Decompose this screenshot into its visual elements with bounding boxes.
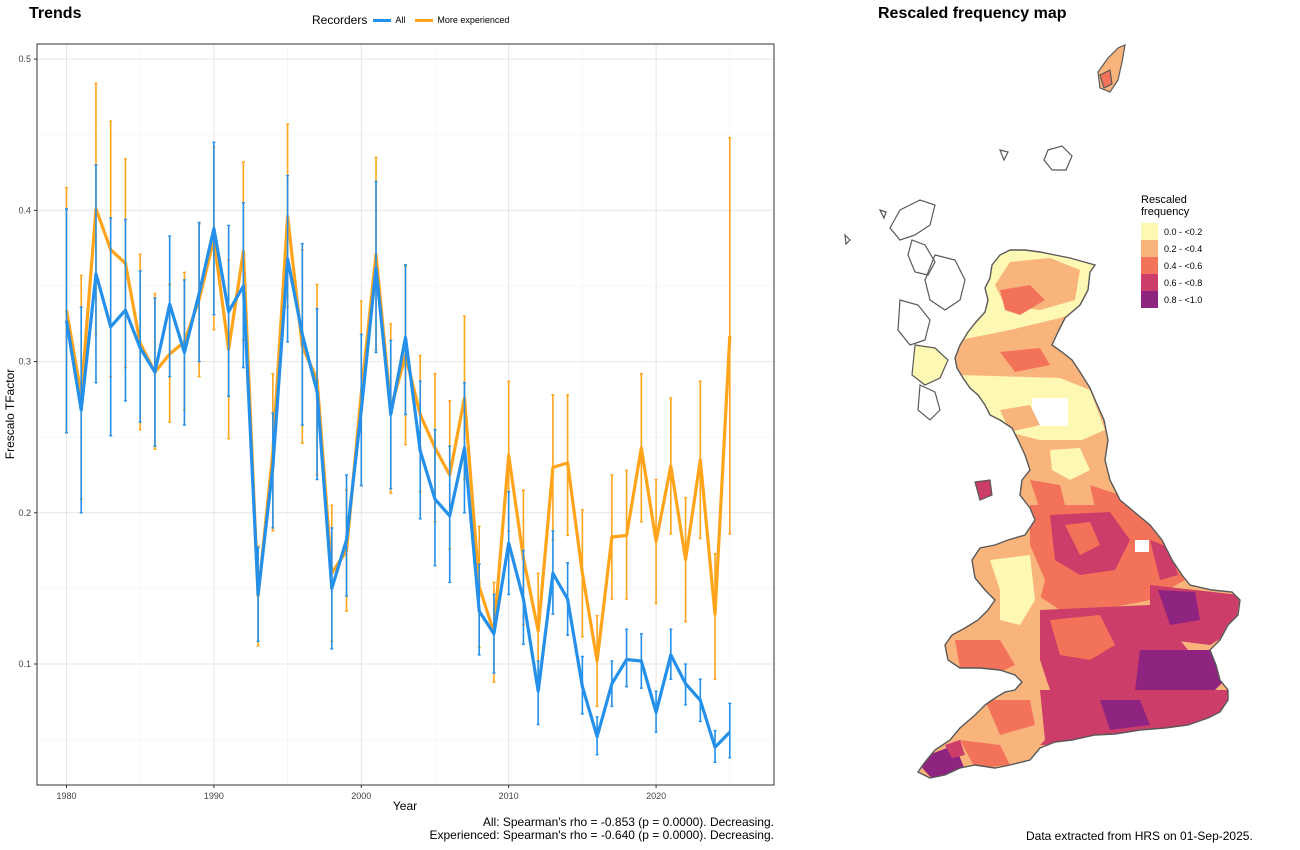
map-legend-item: 0.0 - <0.2 [1141, 223, 1202, 240]
map-legend-label: 0.2 - <0.4 [1164, 243, 1203, 254]
map-legend-title-line-2: frequency [1141, 206, 1190, 218]
map-legend-swatch [1141, 291, 1158, 308]
x-tick-label: 2020 [646, 791, 666, 801]
trends-footer: All: Spearman's rho = -0.853 (p = 0.0000… [430, 816, 775, 842]
map-islands [844, 44, 1126, 501]
y-axis-label: Frescalo TFactor [3, 369, 17, 459]
map-legend-label: 0.6 - <0.8 [1164, 277, 1203, 288]
series-line [64, 207, 732, 663]
x-tick-label: 1990 [204, 791, 224, 801]
map-legend-swatch [1141, 257, 1158, 274]
map-outlines [916, 249, 1241, 779]
x-tick-label: 2010 [499, 791, 519, 801]
legend-title: Recorders [312, 13, 368, 27]
trends-chart: 1980 1990 2000 2010 2020 0.1 0.2 0.3 0.4 0.5 Year… [3, 43, 775, 813]
series [64, 82, 732, 764]
map-title: Rescaled frequency map [878, 5, 1067, 22]
map-legend-rows: 0.0 - <0.2 0.2 - <0.4 0.4 - <0.6 0.6 - <0.8… [1141, 223, 1202, 308]
map-cells [918, 250, 1240, 778]
map-legend-item: 0.2 - <0.4 [1141, 240, 1202, 257]
legend-label-all: All [395, 15, 406, 25]
series-all [64, 141, 732, 764]
map-legend: Rescaled frequency 0.0 - <0.2 0.2 - <0.4 0… [1141, 194, 1202, 308]
map-legend-item: 0.8 - <1.0 [1141, 291, 1202, 308]
series-line [64, 226, 731, 749]
map-legend-label: 0.4 - <0.6 [1164, 260, 1203, 271]
legend-label-experienced: More experienced [437, 15, 510, 25]
x-tick-label: 2000 [351, 791, 371, 801]
map-legend-item: 0.4 - <0.6 [1141, 257, 1202, 274]
plot-border [36, 43, 775, 786]
y-tick-label: 0.2 [18, 508, 31, 518]
x-axis-label: Year [393, 799, 417, 813]
y-tick-label: 0.1 [18, 659, 31, 669]
y-tick-label: 0.3 [18, 357, 31, 367]
map-legend-swatch [1141, 223, 1158, 240]
legend-key-experienced [415, 18, 434, 22]
map-legend-swatch [1141, 274, 1158, 291]
map-legend-label: 0.0 - <0.2 [1164, 226, 1203, 237]
footer-experienced: Experienced: Spearman's rho = -0.640 (p … [429, 828, 775, 842]
y-tick-label: 0.4 [18, 205, 31, 215]
map-legend-title-line-1: Rescaled [1141, 194, 1187, 206]
trends-legend: Recorders All More experienced [312, 13, 509, 27]
footer-all: All: Spearman's rho = -0.853 (p = 0.0000… [482, 815, 774, 829]
gb-map [844, 44, 1241, 779]
map-legend-swatch [1141, 240, 1158, 257]
x-tick-label: 1980 [56, 791, 76, 801]
series-more-experienced [64, 82, 732, 708]
map-legend-title: Rescaled frequency [1141, 194, 1202, 218]
map-footer: Data extracted from HRS on 01-Sep-2025. [1026, 829, 1253, 843]
y-tick-label: 0.5 [18, 54, 31, 64]
axis-ticks: 1980 1990 2000 2010 2020 0.1 0.2 0.3 0.4 0.5 [18, 54, 666, 801]
legend-key-all [373, 18, 392, 22]
map-legend-item: 0.6 - <0.8 [1141, 274, 1202, 291]
map-legend-label: 0.8 - <1.0 [1164, 294, 1203, 305]
trends-title: Trends [29, 5, 82, 22]
